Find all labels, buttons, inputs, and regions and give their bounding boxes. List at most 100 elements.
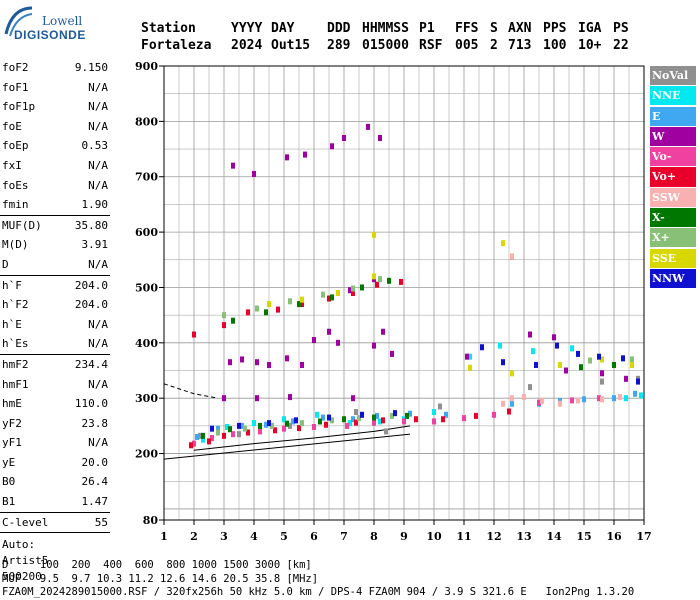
data-point xyxy=(510,395,514,402)
x-tick-label: 11 xyxy=(456,530,471,543)
data-point xyxy=(210,425,214,432)
param-key: fxI xyxy=(2,158,22,172)
param-value: N/A xyxy=(88,158,108,172)
data-point xyxy=(570,397,574,404)
data-point xyxy=(393,410,397,417)
data-point xyxy=(240,356,244,363)
param-value: N/A xyxy=(88,119,108,133)
data-point xyxy=(267,361,271,368)
data-point xyxy=(441,416,445,423)
param-key: MUF(D) xyxy=(2,218,42,232)
param-row: h`F 204.0 xyxy=(2,276,108,296)
param-key: foF1 xyxy=(2,80,29,94)
y-tick-label: 400 xyxy=(135,337,158,350)
param-value: N/A xyxy=(88,257,108,271)
data-point xyxy=(216,429,220,436)
data-point xyxy=(570,345,574,352)
param-key: h`E xyxy=(2,317,22,331)
data-point xyxy=(624,395,628,402)
data-point xyxy=(399,278,403,285)
data-point xyxy=(351,395,355,402)
data-point xyxy=(231,431,235,438)
header-label: DDD xyxy=(327,21,351,36)
data-point xyxy=(576,350,580,357)
series-sse xyxy=(267,231,634,377)
data-point xyxy=(480,344,484,351)
x-tick-label: 12 xyxy=(486,530,501,543)
data-point xyxy=(354,419,358,426)
param-row: h`E N/A xyxy=(2,315,108,335)
param-group-critical-freqs: foF2 9.150 foF1 N/A foF1p N/A foE N/A foEp 0.53 fx… xyxy=(2,58,108,215)
data-point xyxy=(390,412,394,419)
data-point xyxy=(210,435,214,442)
x-tick-label: 6 xyxy=(310,530,318,543)
data-point xyxy=(366,123,370,130)
data-point xyxy=(465,353,469,360)
param-row: hmF2 234.4 xyxy=(2,355,108,375)
legend-item-nne: NNE xyxy=(650,86,696,106)
data-point xyxy=(387,277,391,284)
param-key: hmF2 xyxy=(2,357,29,371)
data-point xyxy=(630,361,634,368)
data-point xyxy=(327,328,331,335)
param-row: foF1 N/A xyxy=(2,78,108,98)
legend-item-nnw: NNW xyxy=(650,268,696,288)
legend-item-voplus: Vo+ xyxy=(650,167,696,187)
param-row: M(D) 3.91 xyxy=(2,235,108,255)
data-point xyxy=(432,409,436,416)
param-value: N/A xyxy=(88,100,108,114)
param-key: C-level xyxy=(2,515,49,529)
header-label: P1 xyxy=(419,21,435,36)
header-value: 100 xyxy=(543,38,567,53)
param-value: 204.0 xyxy=(74,278,108,292)
data-point xyxy=(444,411,448,418)
data-point xyxy=(345,422,349,429)
header-label: DAY xyxy=(271,21,295,36)
x-tick-label: 1 xyxy=(160,530,168,543)
x-tick-label: 4 xyxy=(250,530,258,543)
param-row: C-level 55 xyxy=(2,513,108,533)
data-point xyxy=(222,395,226,402)
data-point xyxy=(468,364,472,371)
param-value: N/A xyxy=(88,178,108,192)
header-label: S xyxy=(490,21,498,36)
data-point xyxy=(192,440,196,447)
data-point xyxy=(372,419,376,426)
data-point xyxy=(192,331,196,338)
data-point xyxy=(558,400,562,407)
data-point xyxy=(600,356,604,363)
divider xyxy=(0,532,110,534)
data-point xyxy=(327,295,331,302)
legend-item-vominus: Vo- xyxy=(650,147,696,167)
data-point xyxy=(330,143,334,150)
param-row: B0 26.4 xyxy=(2,472,108,492)
data-point xyxy=(318,418,322,425)
data-point xyxy=(300,296,304,303)
data-point xyxy=(432,418,436,425)
data-point xyxy=(321,414,325,421)
param-value: N/A xyxy=(88,337,108,351)
param-row: h`F2 204.0 xyxy=(2,295,108,315)
param-key: B1 xyxy=(2,495,16,509)
divider xyxy=(0,511,110,513)
header-label: HHMMSS xyxy=(362,21,409,36)
data-point xyxy=(372,273,376,280)
param-key: h`F xyxy=(2,278,22,292)
header-label: PS xyxy=(613,21,629,36)
param-value: N/A xyxy=(88,80,108,94)
header-label: YYYY xyxy=(231,21,263,36)
data-point xyxy=(222,432,226,439)
series-vo- xyxy=(192,395,601,447)
data-point xyxy=(294,417,298,424)
data-point xyxy=(384,428,388,435)
footer-distance-row: D 100 200 400 600 800 1000 1500 3000 [km… xyxy=(2,559,312,571)
data-point xyxy=(300,361,304,368)
series-x- xyxy=(216,276,634,436)
data-point xyxy=(636,378,640,385)
data-point xyxy=(282,425,286,432)
param-row: foEs N/A xyxy=(2,176,108,196)
data-point xyxy=(342,416,346,423)
data-point xyxy=(189,442,193,449)
digisonde-logo: Lowell DIGISONDE xyxy=(2,4,85,44)
